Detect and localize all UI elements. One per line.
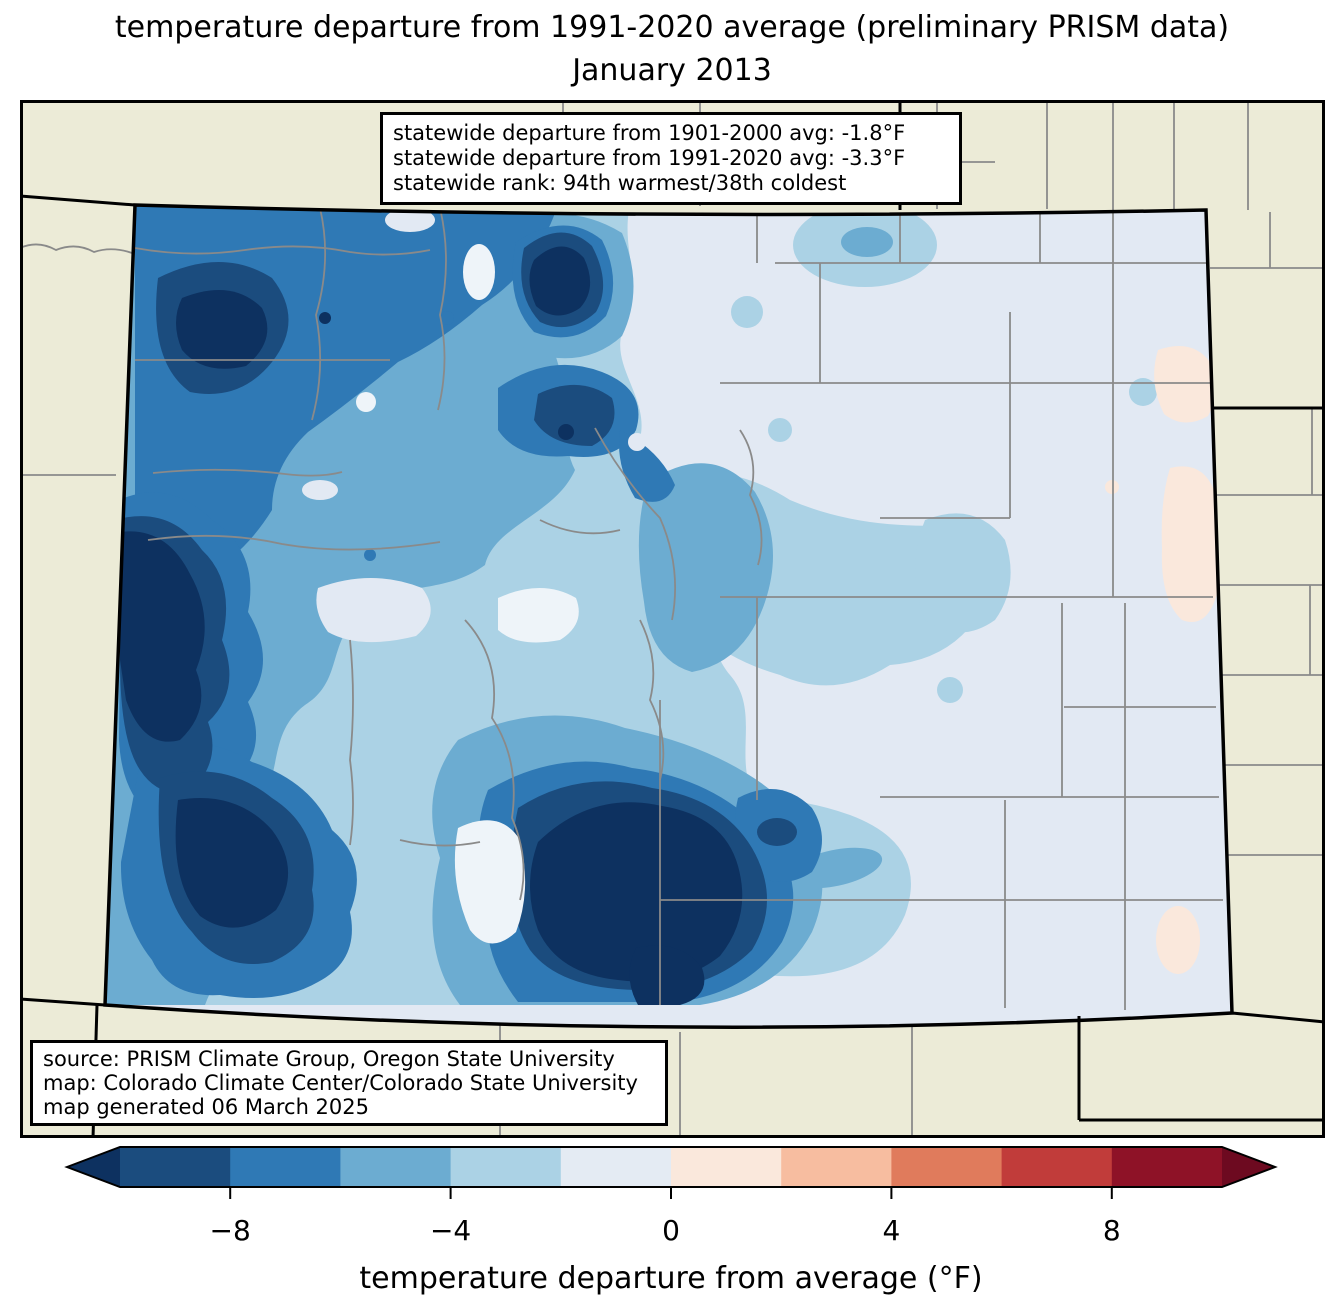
contour-blob xyxy=(629,945,705,1005)
contour-blob xyxy=(768,418,792,442)
colorbar-segment xyxy=(781,1147,892,1187)
county-line xyxy=(464,619,525,901)
state-border-line xyxy=(19,194,136,207)
colorbar-tick-label: 0 xyxy=(662,1214,680,1247)
figure-title: temperature departure from 1991-2020 ave… xyxy=(0,6,1344,92)
county-line xyxy=(539,519,621,535)
source-line-2: map: Colorado Climate Center/Colorado St… xyxy=(43,1071,638,1095)
colorbar-segment xyxy=(671,1147,782,1187)
contour-blob xyxy=(1129,378,1157,406)
map-svg xyxy=(19,100,1326,1139)
colorbar-tick-label: 4 xyxy=(882,1214,900,1247)
colorbar-axis-label: temperature departure from average (°F) xyxy=(359,1261,982,1296)
contour-blob xyxy=(498,588,579,643)
county-line xyxy=(147,534,441,551)
contour-blob xyxy=(558,424,574,440)
colorbar-under-arrow xyxy=(67,1147,120,1187)
source-line-3: map generated 06 March 2025 xyxy=(43,1095,370,1119)
county-line xyxy=(134,245,431,256)
contour-blob xyxy=(529,246,591,316)
county-line xyxy=(152,468,343,477)
contour-blob xyxy=(175,798,289,928)
colorbar-segment xyxy=(450,1147,562,1187)
colorbar-over-arrow xyxy=(1222,1147,1275,1187)
contour-blob xyxy=(937,677,963,703)
colorbar: −8 −4 0 4 8 temperature departure from averag… xyxy=(0,1140,1344,1299)
county-line xyxy=(311,207,327,421)
colorbar-segment xyxy=(1001,1147,1113,1187)
contour-blob xyxy=(302,480,338,500)
source-attribution-box: source: PRISM Climate Group, Oregon Stat… xyxy=(30,1040,668,1126)
contour-blob xyxy=(530,802,743,982)
title-line-2: January 2013 xyxy=(572,53,772,88)
colorbar-svg: −8 −4 0 4 8 temperature departure from averag… xyxy=(64,1146,1278,1296)
axes-frame xyxy=(20,100,1325,1138)
colorbar-segment xyxy=(120,1147,231,1187)
contour-blob xyxy=(1161,466,1222,622)
contour-blob xyxy=(319,312,331,324)
colorbar-segment xyxy=(891,1147,1003,1187)
state-border-line xyxy=(1231,1011,1326,1024)
colorbar-segment xyxy=(1111,1147,1223,1187)
colorado-contour-fills xyxy=(105,205,1232,1028)
title-line-1: temperature departure from 1991-2020 ave… xyxy=(114,10,1230,45)
colorbar-segment xyxy=(340,1147,452,1187)
colorbar-outline xyxy=(64,1146,1278,1188)
contour-blob xyxy=(463,244,495,300)
county-line xyxy=(19,243,133,254)
contour-blob xyxy=(628,433,646,451)
county-line xyxy=(349,639,354,846)
county-line xyxy=(739,429,763,566)
contour-blob xyxy=(731,296,763,328)
state-border-line xyxy=(19,997,106,1007)
county-line xyxy=(594,427,676,621)
stats-line-2: statewide departure from 1991-2020 avg: … xyxy=(393,146,906,170)
colorbar-segment xyxy=(560,1147,672,1187)
contour-blob xyxy=(1156,906,1200,974)
contour-blob xyxy=(454,820,526,944)
colorbar-tick-label: 8 xyxy=(1103,1214,1121,1247)
contour-blob xyxy=(757,818,797,846)
statewide-stats-box: statewide departure from 1901-2000 avg: … xyxy=(380,112,962,205)
contour-blob xyxy=(120,531,205,742)
map-axes xyxy=(19,100,1326,1139)
contour-blob xyxy=(364,549,376,561)
county-line xyxy=(639,619,665,781)
stats-line-1: statewide departure from 1901-2000 avg: … xyxy=(393,121,906,145)
colorado-state-outline xyxy=(103,203,1234,1029)
contour-blob xyxy=(440,311,454,325)
county-line xyxy=(399,839,481,847)
contour-blob xyxy=(534,384,615,446)
contour-blob xyxy=(1105,480,1119,494)
colorbar-segment xyxy=(230,1147,341,1187)
contour-blob xyxy=(176,290,268,369)
colorbar-tick-label: −4 xyxy=(430,1214,471,1247)
colorbar-tick-label: −8 xyxy=(210,1214,251,1247)
contour-blob xyxy=(316,578,431,643)
contour-blob xyxy=(915,513,1011,633)
contour-blob xyxy=(1154,346,1216,423)
contour-blob xyxy=(385,208,435,232)
colorado-county-lines xyxy=(134,207,1223,1010)
county-line xyxy=(437,207,447,411)
stats-line-3: statewide rank: 94th warmest/38th coldes… xyxy=(393,171,847,195)
contour-blob xyxy=(356,392,376,412)
contour-blob xyxy=(841,227,893,257)
source-line-1: source: PRISM Climate Group, Oregon Stat… xyxy=(43,1047,615,1071)
